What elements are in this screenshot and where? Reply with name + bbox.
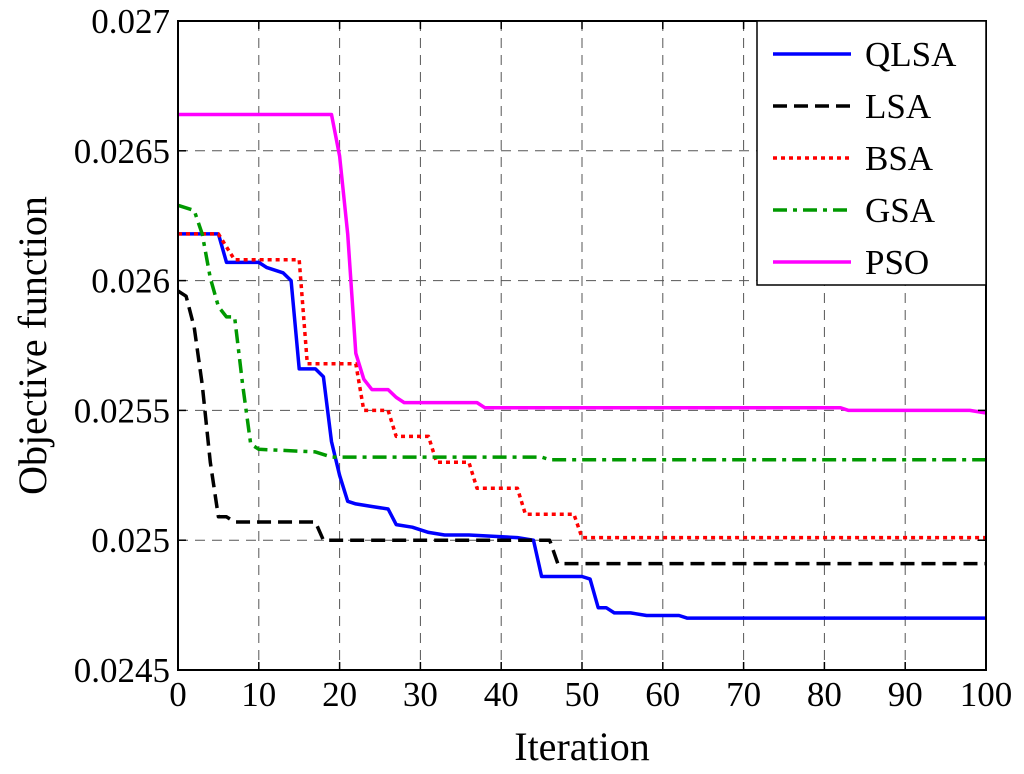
legend-label: LSA [865,87,932,126]
x-tick-label: 0 [169,675,187,714]
legend-box [756,20,987,286]
x-tick-label: 10 [241,675,276,714]
x-tick-label: 80 [807,675,842,714]
y-tick-labels: 0.0245 0.025 0.0255 0.026 0.0265 0.027 [74,2,170,690]
legend-label: GSA [865,191,936,230]
legend-label: PSO [865,243,929,282]
series-line-pso [178,112,987,415]
series-line-bsa [178,232,986,540]
series-line-gsa [177,203,986,462]
x-tick-label: 90 [888,675,923,714]
y-tick-label: 0.026 [91,262,170,301]
series-line-lsa [177,289,986,566]
legend-label: QLSA [865,35,957,74]
series-line-qlsa [178,232,986,620]
x-tick-labels: 0 10 20 30 40 50 60 70 80 90 100 [169,675,1012,714]
y-tick-label: 0.0265 [74,132,170,171]
x-tick-label: 30 [403,675,438,714]
y-tick-label: 0.0255 [74,391,170,430]
y-tick-label: 0.027 [91,2,170,41]
x-tick-label: 60 [645,675,680,714]
x-tick-label: 100 [960,675,1013,714]
x-axis-label: Iteration [514,724,650,769]
axis-ticks [177,20,987,671]
legend: QLSA LSA BSA GSA PSO [756,20,987,286]
y-tick-label: 0.0245 [74,651,170,690]
y-tick-label: 0.025 [91,521,170,560]
x-tick-label: 50 [565,675,600,714]
y-axis-label: Objective function [10,196,55,495]
legend-label: BSA [865,139,934,178]
x-tick-label: 40 [484,675,519,714]
series-lines [177,112,987,620]
x-tick-label: 70 [726,675,761,714]
x-tick-label: 20 [322,675,357,714]
